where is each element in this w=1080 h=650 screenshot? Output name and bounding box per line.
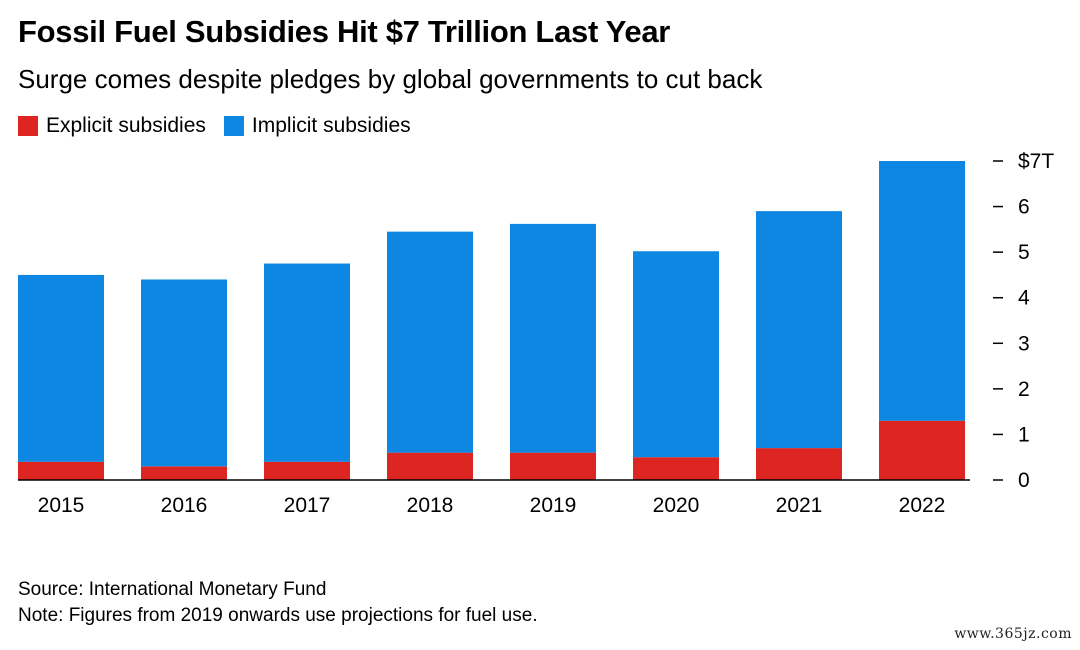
x-tick-label-2015: 2015 <box>38 494 85 517</box>
bar-implicit-2016 <box>141 279 227 467</box>
x-tick-label-2019: 2019 <box>530 494 577 517</box>
legend-label-explicit: Explicit subsidies <box>46 114 206 137</box>
bar-explicit-2022 <box>879 420 965 480</box>
x-tick-label-2016: 2016 <box>161 494 208 517</box>
bar-implicit-2020 <box>633 251 719 458</box>
bar-explicit-2020 <box>633 457 719 480</box>
bar-implicit-2018 <box>387 231 473 453</box>
bar-explicit-2016 <box>141 466 227 480</box>
legend-label-implicit: Implicit subsidies <box>251 114 411 137</box>
bar-explicit-2017 <box>264 461 350 480</box>
methodology-note: Note: Figures from 2019 onwards use proj… <box>18 605 538 626</box>
bar-implicit-2019 <box>510 223 596 453</box>
chart-footer: Source: International Monetary Fund Note… <box>18 577 538 629</box>
x-tick-label-2018: 2018 <box>407 494 454 517</box>
y-tick-label-3: 3 <box>1018 332 1030 355</box>
x-tick-label-2022: 2022 <box>899 494 946 517</box>
legend: Explicit subsidies Implicit subsidies <box>18 114 429 138</box>
bar-implicit-2015 <box>18 274 104 462</box>
stacked-bar-chart: 2015 2016 2017 2018 2019 2020 2021 2022 $7T 6 5 4 3 2… <box>18 150 1054 517</box>
x-tick-label-2020: 2020 <box>653 494 700 517</box>
chart-subtitle: Surge comes despite pledges by global go… <box>18 64 763 94</box>
bar-explicit-2019 <box>510 452 596 480</box>
bar-explicit-2018 <box>387 452 473 480</box>
y-tick-label-7: $7T <box>1018 150 1054 173</box>
y-tick-label-6: 6 <box>1018 196 1030 219</box>
bar-implicit-2017 <box>264 263 350 462</box>
legend-item-implicit: Implicit subsidies <box>223 114 411 138</box>
y-tick-label-5: 5 <box>1018 241 1030 264</box>
legend-item-explicit: Explicit subsidies <box>18 114 206 138</box>
y-tick-label-0: 0 <box>1018 469 1030 492</box>
y-tick-label-4: 4 <box>1018 287 1030 310</box>
legend-swatch-explicit <box>18 116 38 136</box>
bar-explicit-2015 <box>18 461 104 480</box>
x-tick-label-2017: 2017 <box>284 494 331 517</box>
source-note: Source: International Monetary Fund <box>18 579 327 600</box>
x-tick-label-2021: 2021 <box>776 494 823 517</box>
bar-implicit-2021 <box>756 211 842 449</box>
watermark: www.365jz.com <box>954 626 1072 642</box>
chart-title: Fossil Fuel Subsidies Hit $7 Trillion La… <box>18 14 671 49</box>
bar-explicit-2021 <box>756 448 842 480</box>
y-tick-label-1: 1 <box>1018 423 1030 446</box>
y-tick-label-2: 2 <box>1018 378 1030 401</box>
legend-swatch-implicit <box>223 116 244 136</box>
bar-implicit-2022 <box>879 161 965 421</box>
